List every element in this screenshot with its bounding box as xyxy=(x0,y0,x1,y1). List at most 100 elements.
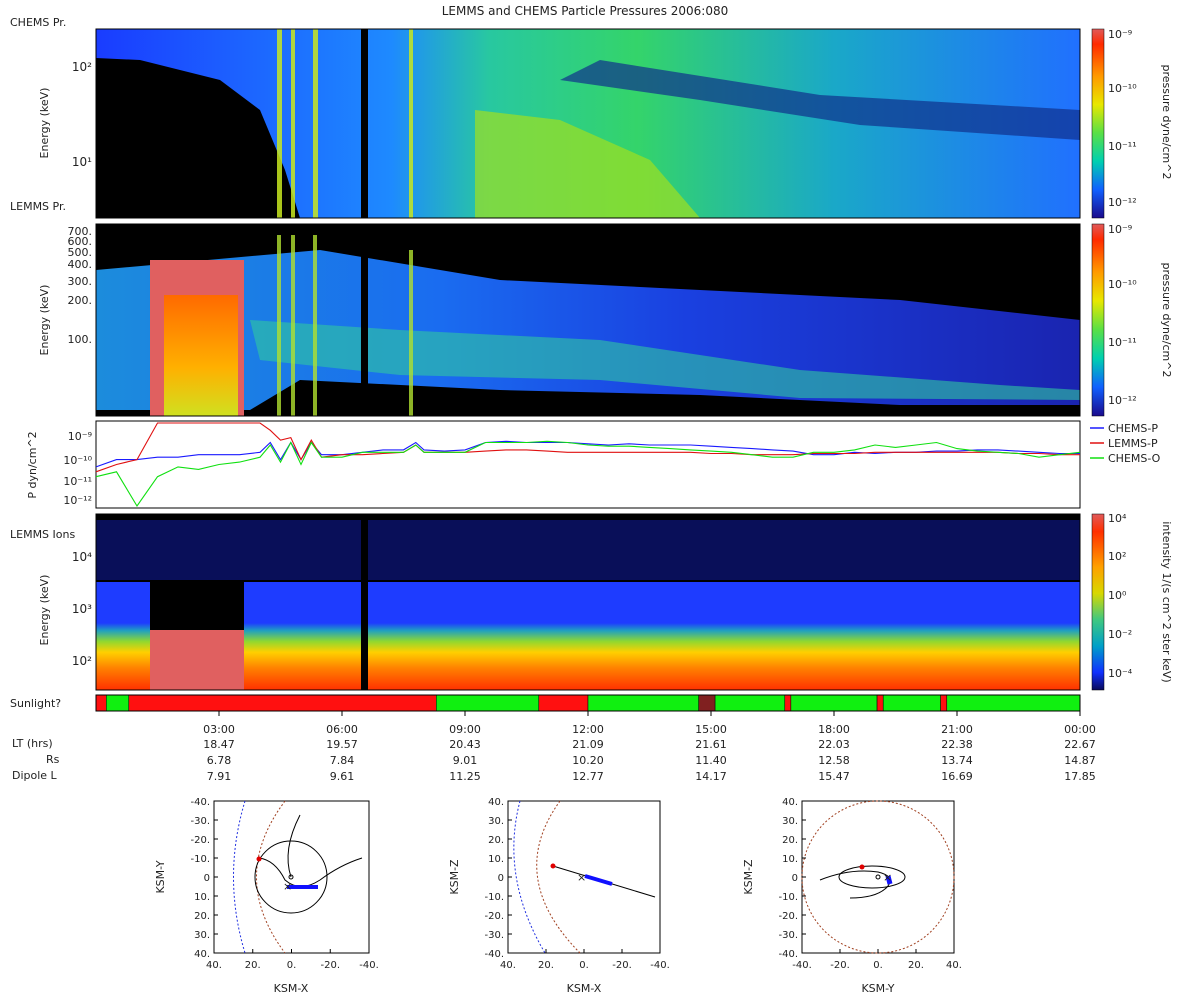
orbit-yz-x-marker: × xyxy=(883,871,892,884)
orbit-ytick-label: 30. xyxy=(782,816,798,827)
ephemeris-value: 22.03 xyxy=(818,738,850,751)
lemms-cb-tick-1: 10⁻⁹ xyxy=(1108,223,1132,236)
orbit-xtick-label: 40. xyxy=(206,960,222,971)
orbit-ytick-label: 40. xyxy=(488,797,504,808)
ephemeris-value: 7.84 xyxy=(330,754,355,767)
orbit-ytick-label: -20. xyxy=(778,911,798,922)
orbit-xy-planet xyxy=(288,874,294,880)
time-tick-label: 21:00 xyxy=(941,723,973,736)
ions-black-box xyxy=(150,582,244,630)
sunlight-segment xyxy=(946,694,1081,712)
orbit-ytick-label: 10. xyxy=(488,854,504,865)
chems-cb-tick-2: 10⁻¹⁰ xyxy=(1108,82,1137,95)
ions-hot-box xyxy=(150,630,244,690)
lemms-frame xyxy=(95,223,1081,417)
orbit-ytick-label: 0 xyxy=(498,873,504,884)
orbit-xtick-label: -40. xyxy=(650,960,670,971)
pressure-lines xyxy=(95,422,1081,508)
pressure-ytick-3: 10⁻¹¹ xyxy=(63,475,92,488)
ephemeris-value: 6.78 xyxy=(207,754,232,767)
legend-label-chems-p: CHEMS-P xyxy=(1108,422,1158,435)
orbit-xy-circle xyxy=(254,840,328,914)
orbit-ytick-label: -40. xyxy=(778,949,798,960)
orbit-xz-blue-segment xyxy=(584,874,613,886)
pressure-legend: CHEMS-P LEMMS-P CHEMS-O xyxy=(1090,422,1161,465)
time-tick-label: 09:00 xyxy=(449,723,481,736)
chems-ytick-10: 10¹ xyxy=(72,155,92,169)
time-tick-label: 00:00 xyxy=(1064,723,1096,736)
time-tick-label: 12:00 xyxy=(572,723,604,736)
orbit-xtick-label: -20. xyxy=(320,960,340,971)
ephemeris-value: 11.25 xyxy=(449,770,481,783)
pressure-ytick-1: 10⁻⁹ xyxy=(68,430,92,443)
chems-frame xyxy=(95,28,1081,219)
orbit-ytick-label: -10. xyxy=(778,892,798,903)
row-label-dipole: Dipole L xyxy=(12,769,58,782)
pressure-ytick-4: 10⁻¹² xyxy=(63,494,92,507)
orbit-plot-yz: × KSM-Y KSM-Z xyxy=(742,800,955,995)
chems-spike-3 xyxy=(313,29,318,218)
ephemeris-value: 22.38 xyxy=(941,738,973,751)
orbit-xy-ylabel: KSM-Y xyxy=(154,860,167,893)
lemms-ytick-200: 200. xyxy=(68,294,93,307)
orbit-plot-xy: × KSM-X KSM-Y xyxy=(154,800,370,995)
orbit-ytick-label: 0 xyxy=(792,873,798,884)
orbit-xtick-label: 20. xyxy=(538,960,554,971)
sunlight-segment xyxy=(106,694,130,712)
orbit-xy-trajectory-2 xyxy=(287,814,301,878)
ephemeris-value: 9.01 xyxy=(453,754,478,767)
orbit-xz-start-dot xyxy=(550,863,556,869)
orbit-xtick-label: 0. xyxy=(579,960,589,971)
chems-dark-band xyxy=(560,60,1080,140)
sunlight-segment xyxy=(882,694,941,712)
orbit-ticks: 40. 20. 0. -20. -40.-40.-30.-20.-10.010.20.3… xyxy=(190,797,961,971)
orbit-ytick-label: -30. xyxy=(484,930,504,941)
orbit-plot-xz: × KSM-X KSM-Z xyxy=(448,800,661,995)
orbit-xtick-label: -40. xyxy=(359,960,379,971)
ions-ytick-1: 10⁴ xyxy=(72,550,92,564)
chems-ylabel: Energy (keV) xyxy=(38,88,51,159)
ions-side-label: LEMMS Ions xyxy=(10,528,75,541)
lemms-cb-tick-4: 10⁻¹² xyxy=(1108,394,1137,407)
chems-gap xyxy=(361,29,368,218)
orbit-xtick-label: 20. xyxy=(245,960,261,971)
orbit-xy-start-dot xyxy=(256,856,262,862)
lemms-spike-3 xyxy=(313,235,317,416)
time-tick-label: 15:00 xyxy=(695,723,727,736)
orbit-xz-xlabel: KSM-X xyxy=(567,982,602,995)
ions-ytick-2: 10³ xyxy=(72,602,92,616)
lemms-hot-core xyxy=(164,295,238,416)
sunlight-segment xyxy=(95,694,107,712)
sunlight-segment xyxy=(436,694,540,712)
pressure-ytick-2: 10⁻¹⁰ xyxy=(63,454,92,467)
chems-side-label: CHEMS Pr. xyxy=(10,16,66,29)
ions-cb-tick-2: 10² xyxy=(1108,550,1126,563)
orbit-ytick-label: 10. xyxy=(194,892,210,903)
orbit-ytick-label: -20. xyxy=(190,835,210,846)
ions-cb-tick-5: 10⁻⁴ xyxy=(1108,667,1133,680)
ions-cb-tick-4: 10⁻² xyxy=(1108,628,1132,641)
orbit-xy-brown-boundary xyxy=(256,800,286,954)
sunlight-segment xyxy=(538,694,589,712)
ephemeris-value: 9.61 xyxy=(330,770,355,783)
chems-spectrogram-fill xyxy=(96,29,1080,218)
sunlight-segment xyxy=(790,694,878,712)
ions-cb-tick-3: 10⁰ xyxy=(1108,589,1127,602)
orbit-yz-blue-segment xyxy=(885,875,893,885)
orbit-xtick-label: -20. xyxy=(612,960,632,971)
orbit-xy-blue-boundary xyxy=(233,800,246,954)
orbit-ytick-label: 20. xyxy=(488,835,504,846)
lemms-spike-4 xyxy=(409,250,413,416)
lemms-side-label: LEMMS Pr. xyxy=(10,200,66,213)
time-tick-label: 03:00 xyxy=(203,723,235,736)
orbit-ytick-label: 30. xyxy=(488,816,504,827)
series-line-chems-o xyxy=(95,440,1081,508)
series-line-lemms-p xyxy=(95,422,1080,473)
orbit-xtick-label: -40. xyxy=(792,960,812,971)
orbit-ytick-label: 30. xyxy=(194,930,210,941)
ions-frame xyxy=(95,513,1081,691)
ephemeris-value: 14.87 xyxy=(1064,754,1096,767)
orbit-xtick-label: 40. xyxy=(500,960,516,971)
lemms-panel: LEMMS Pr. Energy (keV) 700. 600. 500. 40… xyxy=(10,200,1173,417)
